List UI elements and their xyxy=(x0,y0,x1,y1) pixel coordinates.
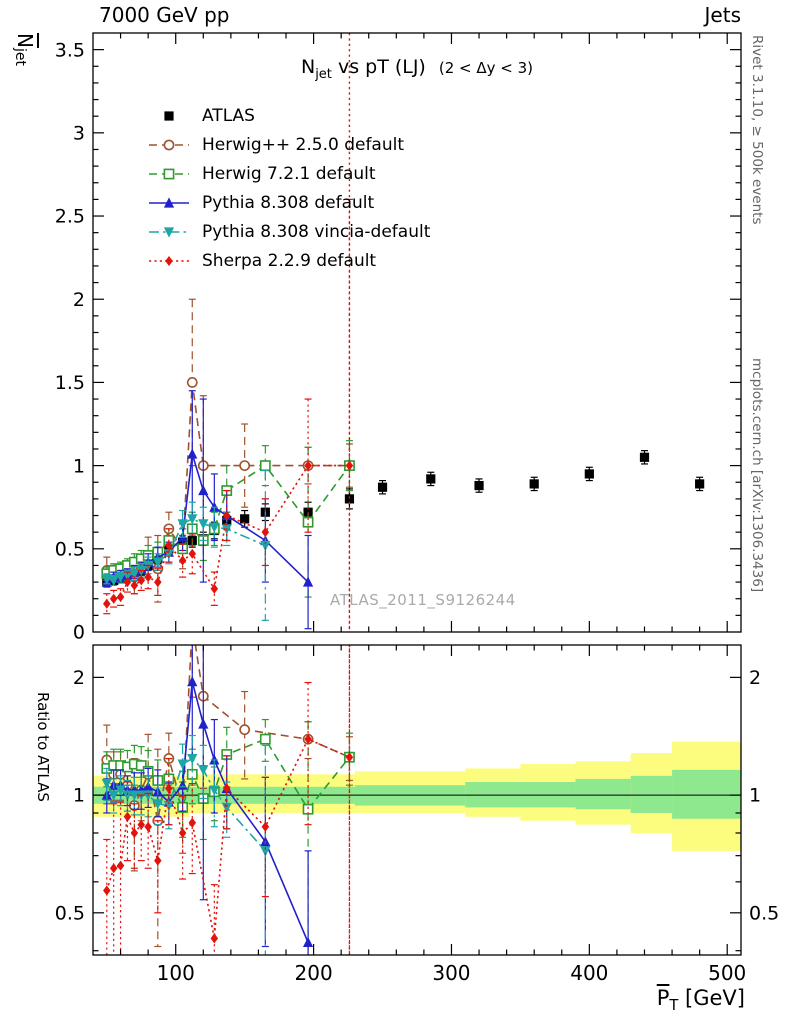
title-vs: vs pT (LJ) xyxy=(331,56,432,78)
svg-text:2: 2 xyxy=(749,667,761,689)
legend-item-pythia: Pythia 8.308 default xyxy=(146,188,430,217)
legend-item-sherpa: Sherpa 2.2.9 default xyxy=(146,246,430,275)
herwig7-legend-marker xyxy=(149,168,189,179)
legend-label: Sherpa 2.2.9 default xyxy=(202,250,377,271)
svg-text:0.5: 0.5 xyxy=(749,902,779,924)
process-label: Jets xyxy=(704,3,741,27)
svg-text:0.5: 0.5 xyxy=(55,902,85,924)
data-uncertainty-inner xyxy=(672,769,741,819)
legend-label: Pythia 8.308 default xyxy=(202,192,375,213)
y-axis-title-main: Njet xyxy=(12,33,37,66)
x-axis-title: PT [GeV] xyxy=(657,986,745,1014)
svg-text:500: 500 xyxy=(708,961,746,985)
x-axis-title-sub: T xyxy=(669,997,679,1015)
svg-text:0.5: 0.5 xyxy=(55,538,85,560)
title-rapidity-cut: (2 < Δy < 3) xyxy=(438,59,534,77)
svg-text:200: 200 xyxy=(295,961,333,985)
legend-label: ATLAS xyxy=(202,105,255,126)
title-observable-sub: jet xyxy=(315,66,332,82)
rivet-version-note: Rivet 3.1.10, ≥ 500k events xyxy=(749,35,765,225)
title-observable: N xyxy=(300,56,316,78)
herwigpp-legend-marker xyxy=(149,139,189,150)
legend-item-herwig7: Herwig 7.2.1 default xyxy=(146,159,430,188)
svg-text:1: 1 xyxy=(73,785,85,807)
legend-label: Herwig 7.2.1 default xyxy=(202,163,376,184)
ratio-y-axis-title: Ratio to ATLAS xyxy=(34,692,52,802)
legend-item-atlas: ATLAS xyxy=(146,101,430,130)
svg-text:400: 400 xyxy=(570,961,608,985)
svg-text:1: 1 xyxy=(749,785,761,807)
x-axis-title-base: P xyxy=(656,986,670,1010)
svg-text:2: 2 xyxy=(73,667,85,689)
legend-item-vincia: Pythia 8.308 vincia-default xyxy=(146,217,430,246)
data-uncertainty-inner xyxy=(630,775,673,813)
svg-text:2: 2 xyxy=(73,289,85,311)
svg-text:1.5: 1.5 xyxy=(55,372,85,394)
legend: ATLAS Herwig++ 2.5.0 default Herwig 7.2.1 … xyxy=(146,101,430,275)
ratio-panel xyxy=(92,644,742,956)
y-axis-title-base: N xyxy=(13,33,37,48)
svg-text:100: 100 xyxy=(157,961,195,985)
legend-item-herwigpp: Herwig++ 2.5.0 default xyxy=(146,130,430,159)
x-axis-title-unit: [GeV] xyxy=(678,986,745,1010)
svg-text:2.5: 2.5 xyxy=(55,206,85,228)
mcplots-arxiv-note: mcplots.cern.ch [arXiv:1306.3436] xyxy=(749,358,765,593)
svg-text:3.5: 3.5 xyxy=(55,39,85,61)
legend-label: Herwig++ 2.5.0 default xyxy=(202,134,405,155)
analysis-id-watermark: ATLAS_2011_S9126244 xyxy=(330,591,516,609)
legend-label: Pythia 8.308 vincia-default xyxy=(202,221,431,242)
svg-text:3: 3 xyxy=(73,122,85,144)
data-uncertainty-inner xyxy=(575,778,631,810)
sherpa-legend-marker xyxy=(149,255,189,266)
pythia-legend-marker xyxy=(149,196,189,208)
vincia-legend-marker xyxy=(149,226,189,238)
y-axis-title-sub: jet xyxy=(12,47,28,66)
main-panel xyxy=(92,32,742,633)
plot-title: Njet vs pT (LJ) (2 < Δy < 3) xyxy=(93,56,741,82)
atlas-legend-marker xyxy=(164,110,174,121)
svg-text:1: 1 xyxy=(73,455,85,477)
beam-energy-label: 7000 GeV pp xyxy=(99,3,230,27)
svg-text:300: 300 xyxy=(432,961,470,985)
svg-text:0: 0 xyxy=(73,622,85,644)
